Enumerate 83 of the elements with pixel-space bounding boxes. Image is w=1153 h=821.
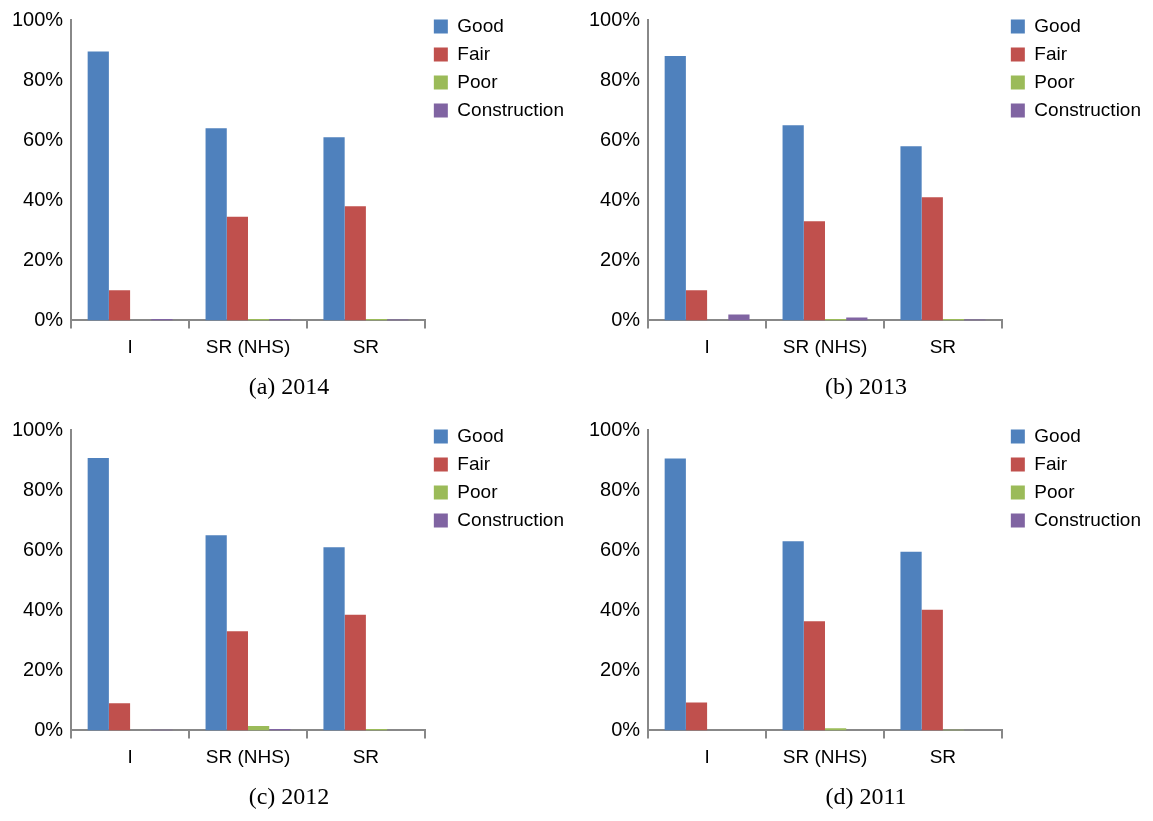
legend-label: Good — [457, 424, 504, 446]
x-tick-label: SR — [352, 746, 380, 768]
y-tick-label: 0% — [34, 307, 64, 330]
x-tick-label: SR — [929, 336, 957, 358]
bar — [900, 551, 922, 731]
y-tick-label: 20% — [23, 657, 64, 680]
legend-label: Construction — [457, 98, 565, 120]
bar — [728, 314, 750, 321]
y-tick-label: 20% — [23, 247, 64, 270]
bar — [782, 541, 804, 731]
y-tick-label: 40% — [600, 187, 641, 210]
bar — [803, 221, 825, 321]
bar — [108, 703, 131, 731]
bar — [323, 547, 345, 731]
bar — [344, 206, 366, 321]
legend-label: Fair — [457, 42, 491, 64]
text: (c) 2012 — [248, 782, 330, 809]
legend-label: Fair — [1034, 452, 1068, 474]
y-tick-label: 80% — [600, 67, 641, 90]
x-tick-label: SR (NHS) — [205, 336, 291, 358]
bar — [825, 728, 847, 731]
text: (b) 2013 — [825, 372, 907, 399]
y-tick-label: 0% — [34, 717, 64, 740]
y-tick-label: 100% — [589, 417, 641, 440]
bar — [685, 290, 708, 321]
text: (d) 2011 — [825, 782, 907, 809]
legend-label: Good — [1034, 14, 1081, 36]
y-tick-label: 60% — [600, 537, 641, 560]
bar — [846, 317, 868, 321]
legend-label: Poor — [457, 70, 499, 92]
y-tick-label: 80% — [23, 477, 64, 500]
y-tick-label: 20% — [600, 657, 641, 680]
x-tick-label: SR (NHS) — [782, 336, 868, 358]
bar — [664, 458, 686, 731]
y-tick-label: 100% — [12, 417, 64, 440]
y-tick-label: 20% — [600, 247, 641, 270]
y-tick-label: 0% — [611, 717, 641, 740]
bar — [205, 535, 227, 731]
legend-label: Fair — [1034, 42, 1068, 64]
bar — [205, 128, 227, 321]
legend-label: Construction — [1034, 98, 1142, 120]
x-tick-label: SR (NHS) — [205, 746, 291, 768]
y-tick-label: 80% — [600, 477, 641, 500]
bar — [108, 290, 131, 321]
bar — [323, 137, 345, 321]
legend-label: Poor — [457, 480, 499, 502]
bar — [664, 56, 686, 321]
y-tick-label: 100% — [589, 7, 641, 30]
bar — [344, 614, 366, 731]
y-tick-label: 60% — [23, 127, 64, 150]
text: (a) 2014 — [248, 372, 330, 399]
legend-label: Poor — [1034, 70, 1076, 92]
y-tick-label: 60% — [23, 537, 64, 560]
y-tick-label: 40% — [23, 187, 64, 210]
y-tick-label: 60% — [600, 127, 641, 150]
legend-label: Construction — [1034, 508, 1142, 530]
bar — [226, 216, 248, 321]
bar — [685, 702, 708, 731]
x-tick-label: SR — [929, 746, 957, 768]
x-tick-label: I — [704, 336, 710, 358]
y-tick-label: 80% — [23, 67, 64, 90]
y-tick-label: 100% — [12, 7, 64, 30]
bar — [226, 631, 248, 731]
x-tick-label: I — [704, 746, 710, 768]
bar — [921, 197, 943, 321]
legend-label: Construction — [457, 508, 565, 530]
legend-label: Good — [1034, 424, 1081, 446]
bar — [921, 609, 943, 731]
legend-label: Fair — [457, 452, 491, 474]
bar — [900, 146, 922, 321]
bar — [782, 125, 804, 321]
x-tick-label: I — [127, 746, 133, 768]
x-tick-label: I — [127, 336, 133, 358]
bar — [87, 457, 109, 731]
x-tick-label: SR (NHS) — [782, 746, 868, 768]
x-tick-label: SR — [352, 336, 380, 358]
bar — [803, 621, 825, 731]
legend-label: Poor — [1034, 480, 1076, 502]
bar — [87, 51, 109, 321]
y-tick-label: 0% — [611, 307, 641, 330]
y-tick-label: 40% — [600, 597, 641, 620]
y-tick-label: 40% — [23, 597, 64, 620]
legend-label: Good — [457, 14, 504, 36]
